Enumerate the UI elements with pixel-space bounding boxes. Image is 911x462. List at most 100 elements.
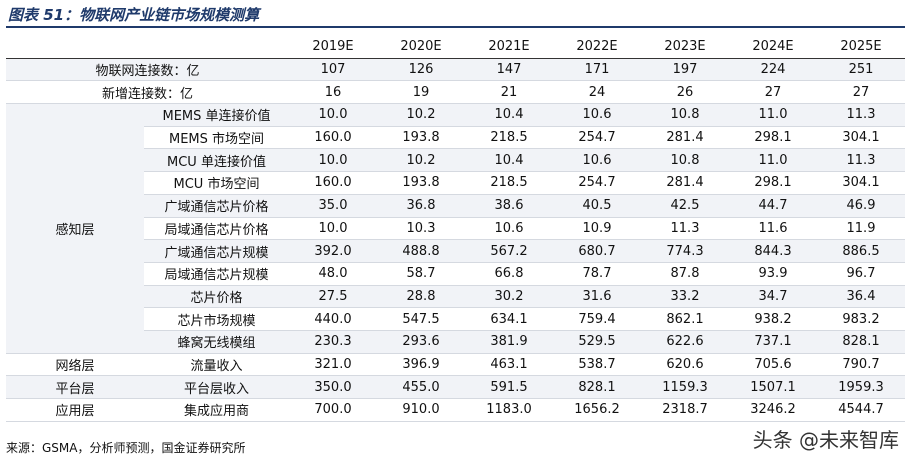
value-cell: 31.6: [553, 285, 641, 309]
value-cell: 547.5: [377, 307, 465, 331]
table-row: 广域通信芯片价格 35.0 36.8 38.6 40.5 42.5 44.7 46.9: [6, 194, 905, 218]
value-cell: 21: [465, 80, 553, 105]
value-cell: 254.7: [553, 171, 641, 195]
value-cell: 392.0: [289, 239, 377, 263]
value-cell: 790.7: [817, 353, 905, 377]
row-label: 新增连接数：亿: [6, 80, 289, 105]
value-cell: 11.3: [641, 217, 729, 241]
value-cell: 36.4: [817, 285, 905, 309]
value-cell: 126: [377, 58, 465, 82]
value-cell: 44.7: [729, 194, 817, 218]
value-cell: 34.7: [729, 285, 817, 309]
value-cell: 10.8: [641, 148, 729, 173]
value-cell: 160.0: [289, 171, 377, 195]
value-cell: 298.1: [729, 126, 817, 150]
value-cell: 304.1: [817, 171, 905, 195]
value-cell: 93.9: [729, 262, 817, 286]
value-cell: 171: [553, 58, 641, 82]
table-row: MCU 单连接价值 10.0 10.2 10.4 10.6 10.8 11.0 11.3: [6, 148, 905, 173]
value-cell: 321.0: [289, 353, 377, 377]
value-cell: 107: [289, 58, 377, 82]
value-cell: 193.8: [377, 126, 465, 150]
value-cell: 10.6: [553, 103, 641, 127]
value-cell: 36.8: [377, 194, 465, 218]
value-cell: 10.9: [553, 217, 641, 241]
value-cell: 10.0: [289, 103, 377, 127]
table-row: 平台层 平台层收入 350.0 455.0 591.5 828.1 1159.3 1507.1…: [6, 375, 905, 399]
value-cell: 10.0: [289, 217, 377, 241]
value-cell: 1959.3: [817, 375, 905, 399]
value-cell: 700.0: [289, 398, 377, 422]
value-cell: 33.2: [641, 285, 729, 309]
value-cell: 251: [817, 58, 905, 82]
value-cell: 11.0: [729, 148, 817, 173]
row-label: 芯片价格: [144, 285, 289, 309]
value-cell: 10.4: [465, 148, 553, 173]
value-cell: 230.3: [289, 330, 377, 354]
data-table: 2019E 2020E 2021E 2022E 2023E 2024E 2025E 物联网连接…: [6, 36, 905, 422]
column-header: 2021E: [465, 36, 553, 59]
value-cell: 304.1: [817, 126, 905, 150]
row-label: 蜂窝无线模组: [144, 330, 289, 354]
watermark: 头条 @未来智库: [752, 428, 899, 452]
table-row: 局域通信芯片规模 48.0 58.7 66.8 78.7 87.8 93.9 96.7: [6, 262, 905, 286]
table-row: 新增连接数：亿 16 19 21 24 26 27 27: [6, 80, 905, 105]
value-cell: 35.0: [289, 194, 377, 218]
value-cell: 197: [641, 58, 729, 82]
row-label: 局域通信芯片规模: [144, 262, 289, 286]
value-cell: 11.6: [729, 217, 817, 241]
value-cell: 828.1: [817, 330, 905, 354]
value-cell: 774.3: [641, 239, 729, 263]
value-cell: 46.9: [817, 194, 905, 218]
value-cell: 529.5: [553, 330, 641, 354]
value-cell: 2318.7: [641, 398, 729, 422]
row-label: MCU 单连接价值: [144, 148, 289, 173]
value-cell: 38.6: [465, 194, 553, 218]
value-cell: 281.4: [641, 126, 729, 150]
row-label: MEMS 市场空间: [144, 126, 289, 150]
value-cell: 11.3: [817, 103, 905, 127]
row-label: 平台层收入: [144, 375, 289, 399]
table-row: 广域通信芯片规模 392.0 488.8 567.2 680.7 774.3 844.3 88…: [6, 239, 905, 263]
value-cell: 87.8: [641, 262, 729, 286]
value-cell: 11.9: [817, 217, 905, 241]
value-cell: 10.6: [553, 148, 641, 173]
table-row: 感知层 MEMS 单连接价值 10.0 10.2 10.4 10.6 10.8 11.0 11.…: [6, 103, 905, 354]
row-label: 局域通信芯片价格: [144, 217, 289, 241]
value-cell: 10.6: [465, 217, 553, 241]
row-label: MCU 市场空间: [144, 171, 289, 195]
group-label: 网络层: [6, 353, 144, 377]
value-cell: 16: [289, 80, 377, 105]
title: 图表 51：物联网产业链市场规模测算: [6, 4, 905, 28]
row-label: 芯片市场规模: [144, 307, 289, 331]
value-cell: 10.8: [641, 103, 729, 127]
value-cell: 27: [729, 80, 817, 105]
table-row: 蜂窝无线模组 230.3 293.6 381.9 529.5 622.6 737.1 828.…: [6, 330, 905, 354]
table-row: MCU 市场空间 160.0 193.8 218.5 254.7 281.4 298.1 30…: [6, 171, 905, 195]
row-label: MEMS 单连接价值: [144, 103, 289, 127]
value-cell: 27: [817, 80, 905, 105]
value-cell: 910.0: [377, 398, 465, 422]
value-cell: 48.0: [289, 262, 377, 286]
value-cell: 10.2: [377, 103, 465, 127]
value-cell: 381.9: [465, 330, 553, 354]
value-cell: 3246.2: [729, 398, 817, 422]
value-cell: 24: [553, 80, 641, 105]
row-label: 物联网连接数：亿: [6, 58, 289, 82]
value-cell: 844.3: [729, 239, 817, 263]
value-cell: 634.1: [465, 307, 553, 331]
value-cell: 440.0: [289, 307, 377, 331]
value-cell: 160.0: [289, 126, 377, 150]
header-row: 2019E 2020E 2021E 2022E 2023E 2024E 2025E: [6, 36, 905, 59]
value-cell: 4544.7: [817, 398, 905, 422]
value-cell: 862.1: [641, 307, 729, 331]
table-row: MEMS 市场空间 160.0 193.8 218.5 254.7 281.4 298.1 3…: [6, 126, 905, 150]
value-cell: 218.5: [465, 126, 553, 150]
value-cell: 10.4: [465, 103, 553, 127]
value-cell: 705.6: [729, 353, 817, 377]
value-cell: 30.2: [465, 285, 553, 309]
table-row: 局域通信芯片价格 10.0 10.3 10.6 10.9 11.3 11.6 11.9: [6, 217, 905, 241]
value-cell: 455.0: [377, 375, 465, 399]
value-cell: 254.7: [553, 126, 641, 150]
value-cell: 620.6: [641, 353, 729, 377]
